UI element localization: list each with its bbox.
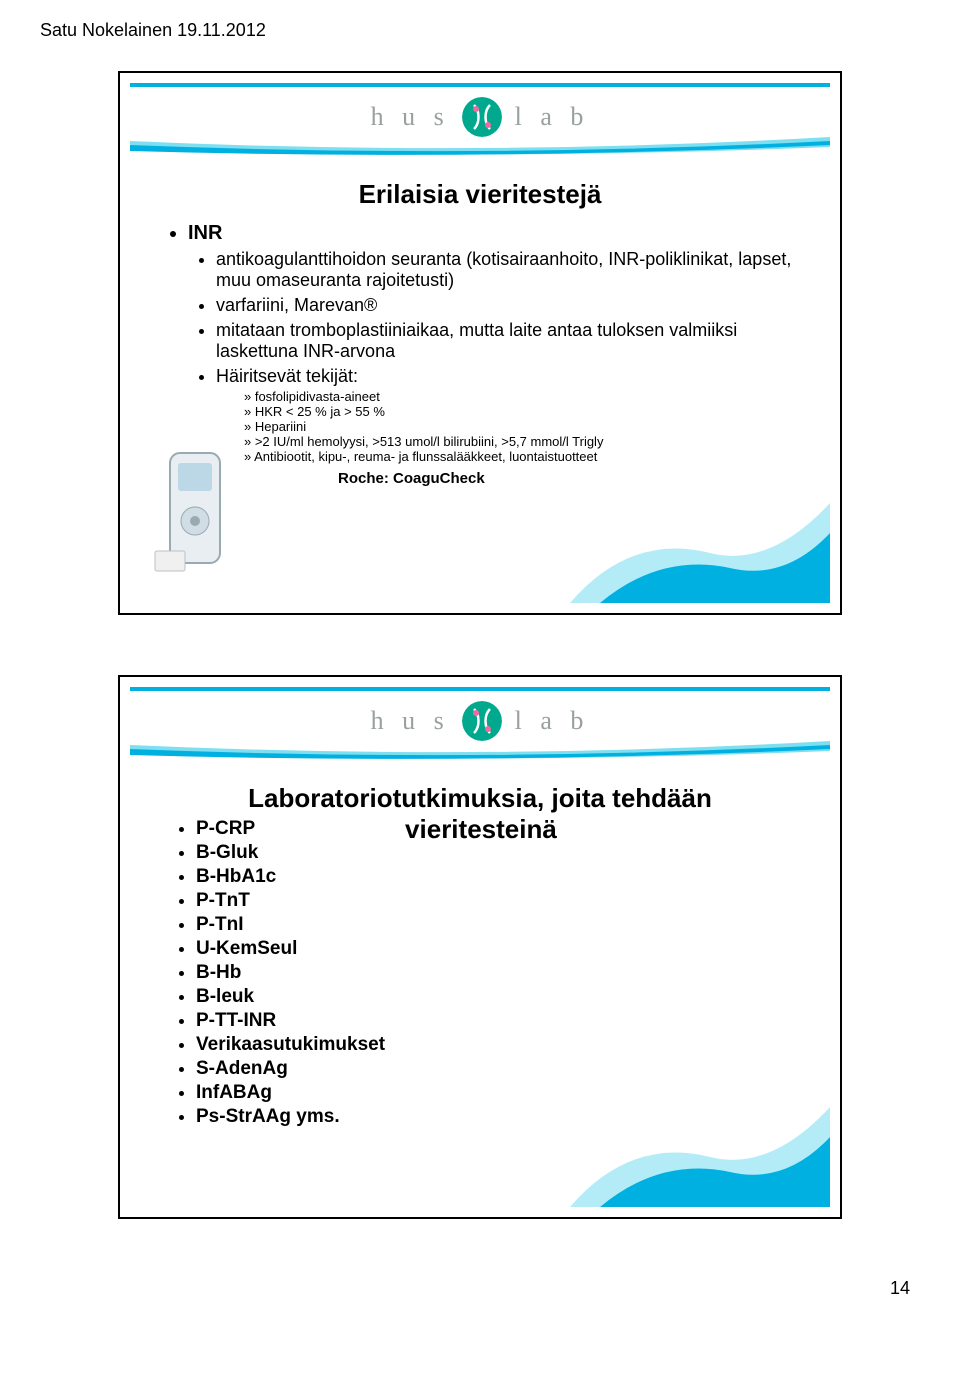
logo-right-text: l a b bbox=[515, 102, 590, 131]
slide2-title-line1: Laboratoriotutkimuksia, joita tehdään bbox=[160, 783, 800, 814]
logo-left-text: h u s bbox=[371, 706, 450, 735]
slide2-item: B-leuk bbox=[196, 986, 385, 1008]
logo-icon bbox=[462, 701, 502, 741]
logo: h u s l a b bbox=[130, 87, 830, 153]
slide2-item: U-KemSeul bbox=[196, 938, 385, 960]
slide1-title: Erilaisia vieritestejä bbox=[160, 179, 800, 210]
slide1-subsub-item: >2 IU/ml hemolyysi, >513 umol/l bilirubi… bbox=[244, 434, 800, 449]
slide1-sub-item: mitataan tromboplastiiniaikaa, mutta lai… bbox=[216, 320, 800, 362]
device-image bbox=[150, 443, 240, 583]
slide2-item: P-TnI bbox=[196, 914, 385, 936]
slide1-subsub-item: HKR < 25 % ja > 55 % bbox=[244, 404, 800, 419]
page-number: 14 bbox=[890, 1278, 910, 1299]
slide2-item: B-Gluk bbox=[196, 842, 385, 864]
slide2-item: B-HbA1c bbox=[196, 866, 385, 888]
slide1-caption: Roche: CoaguCheck bbox=[338, 470, 800, 487]
logo-right-text: l a b bbox=[515, 706, 590, 735]
header-author-date: Satu Nokelainen 19.11.2012 bbox=[40, 20, 920, 41]
slide1-subsub-item: Antibiootit, kipu-, reuma- ja flunssalää… bbox=[244, 449, 800, 464]
slide2-item: Verikaasutukimukset bbox=[196, 1034, 385, 1056]
slide2-item: S-AdenAg bbox=[196, 1058, 385, 1080]
slide2-title-line2: vieritesteinä bbox=[405, 814, 800, 845]
slide1-root-item: INR antikoagulanttihoidon seuranta (koti… bbox=[188, 222, 800, 487]
slide2-item: P-TT-INR bbox=[196, 1010, 385, 1032]
logo-icon bbox=[462, 97, 502, 137]
logo: h u s l a b bbox=[130, 691, 830, 757]
slide1-sub-item: Häiritsevät tekijät: fosfolipidivasta-ai… bbox=[216, 366, 800, 464]
slide2-item: P-CRP bbox=[196, 818, 385, 840]
slide2-item: Ps-StrAAg yms. bbox=[196, 1106, 385, 1128]
slide2-item: B-Hb bbox=[196, 962, 385, 984]
slide-2: h u s l a b bbox=[118, 675, 842, 1219]
slide1-sub-item: varfariini, Marevan® bbox=[216, 295, 800, 316]
slide2-item: P-TnT bbox=[196, 890, 385, 912]
logo-left-text: h u s bbox=[371, 102, 450, 131]
slide-1: h u s l a b Erilaisia v bbox=[118, 71, 842, 615]
slide1-subsub-item: Hepariini bbox=[244, 419, 800, 434]
slide1-sub-item: antikoagulanttihoidon seuranta (kotisair… bbox=[216, 249, 800, 291]
slide1-subsub-item: fosfolipidivasta-aineet bbox=[244, 389, 800, 404]
slide2-item: InfABAg bbox=[196, 1082, 385, 1104]
